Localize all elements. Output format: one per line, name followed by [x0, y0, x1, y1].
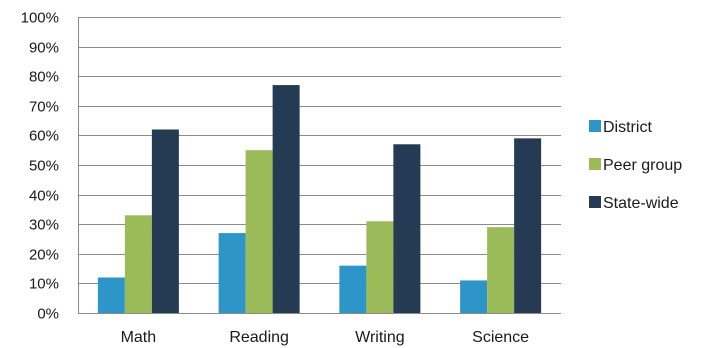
legend: District Peer group State-wide [589, 119, 682, 212]
y-tick-label: 0% [37, 306, 59, 323]
legend-label: District [603, 119, 652, 136]
y-tick-label: 30% [29, 217, 59, 234]
bar-district-writing [339, 265, 367, 313]
legend-label: State-wide [603, 195, 679, 212]
y-tick-label: 20% [29, 247, 59, 264]
bar-peer-group-reading [245, 150, 273, 313]
x-axis-category-labels: Math Reading Writing Science [121, 329, 530, 346]
bar-state-wide-writing [393, 144, 421, 313]
bar-state-wide-science [514, 138, 542, 313]
bar-district-math [97, 277, 125, 313]
bar-district-science [460, 280, 488, 313]
legend-label: Peer group [603, 157, 682, 174]
bar-state-wide-math [151, 129, 179, 313]
bar-peer-group-science [487, 227, 515, 313]
bar-district-reading [218, 233, 246, 313]
x-category-label: Reading [229, 329, 289, 346]
y-tick-label: 70% [29, 99, 59, 116]
y-tick-label: 80% [29, 69, 59, 86]
y-tick-label: 100% [21, 10, 59, 27]
x-category-label: Science [472, 329, 529, 346]
bar-peer-group-writing [366, 221, 394, 313]
y-tick-label: 10% [29, 276, 59, 293]
legend-swatch [589, 196, 601, 208]
y-tick-label: 40% [29, 188, 59, 205]
y-tick-label: 60% [29, 128, 59, 145]
legend-swatch [589, 120, 601, 132]
bar-state-wide-reading [272, 85, 300, 313]
x-category-label: Writing [355, 329, 405, 346]
bar-peer-group-math [124, 215, 152, 313]
x-category-label: Math [121, 329, 157, 346]
y-tick-label: 90% [29, 40, 59, 57]
y-axis-tick-labels: 0% 10% 20% 30% 40% 50% 60% 70% 80% 90% 100% [21, 10, 59, 323]
bars [97, 85, 542, 313]
y-tick-label: 50% [29, 158, 59, 175]
legend-swatch [589, 158, 601, 170]
x-axis [78, 17, 561, 314]
